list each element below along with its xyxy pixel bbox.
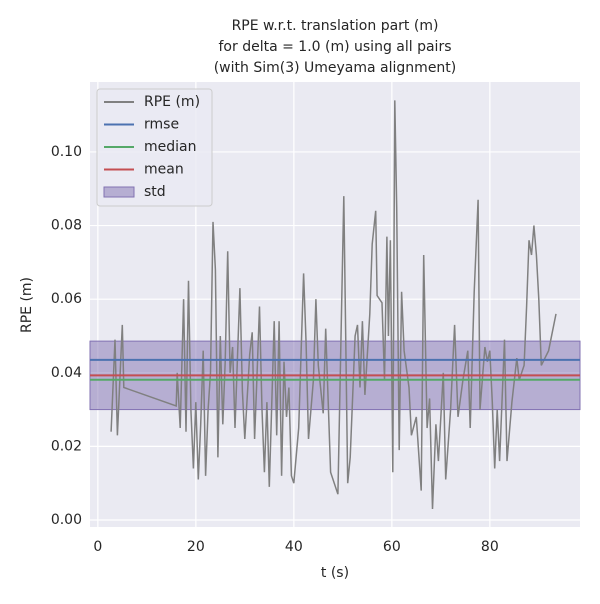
x-axis-label: t (s) <box>321 565 349 581</box>
x-tick-label: 0 <box>93 539 102 555</box>
legend-label: RPE (m) <box>144 94 200 110</box>
x-tick-label: 60 <box>383 539 401 555</box>
title-line: (with Sim(3) Umeyama alignment) <box>214 60 457 76</box>
y-axis-label: RPE (m) <box>19 277 35 333</box>
rpe-line <box>110 100 557 510</box>
title-line: RPE w.r.t. translation part (m) <box>232 18 439 34</box>
legend-swatch <box>103 186 135 198</box>
legend-box <box>96 88 213 207</box>
legend-label: rmse <box>144 117 179 133</box>
title-line: for delta = 1.0 (m) using all pairs <box>219 39 452 55</box>
y-tick-label: 0.06 <box>51 291 82 307</box>
legend-label: mean <box>144 162 184 178</box>
legend-label: std <box>144 184 166 200</box>
legend-label: median <box>144 139 196 155</box>
legend: RPE (m) rmse median mean std <box>96 88 213 207</box>
x-tick-label: 80 <box>481 539 499 555</box>
marks <box>89 100 581 510</box>
y-tick-label: 0.10 <box>51 144 82 160</box>
y-tick-label: 0.08 <box>51 218 82 234</box>
y-tick-label: 0.02 <box>51 438 82 454</box>
x-tick-label: 20 <box>187 539 205 555</box>
x-tick-label: 40 <box>285 539 303 555</box>
y-tick-label: 0.04 <box>51 365 82 381</box>
y-tick-label: 0.00 <box>51 512 82 528</box>
